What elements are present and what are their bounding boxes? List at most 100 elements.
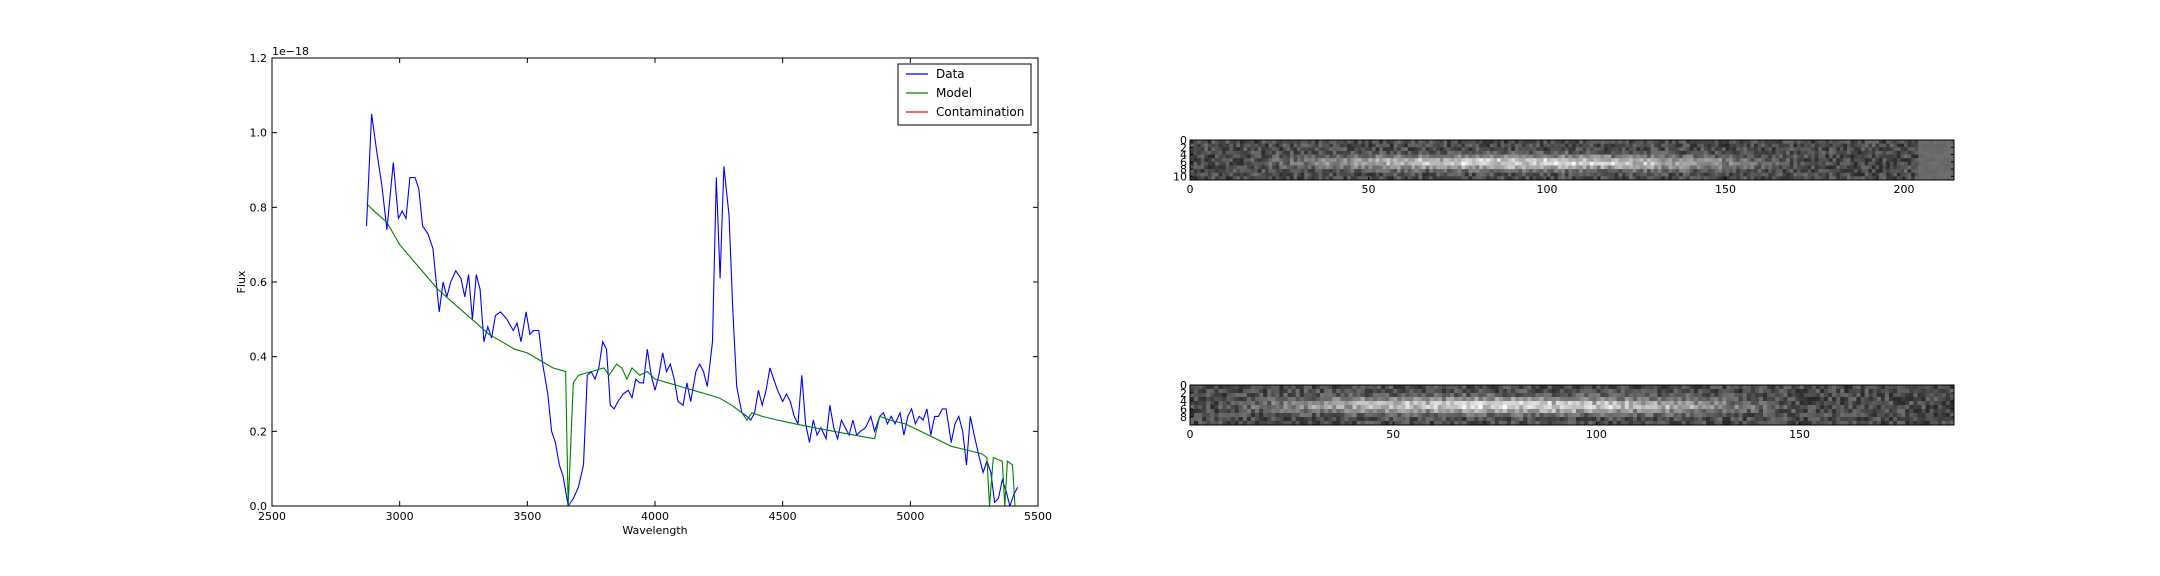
- image-pixel: [1364, 385, 1370, 390]
- image-pixel: [1299, 393, 1305, 398]
- image-pixel: [1730, 393, 1736, 398]
- image-pixel: [1470, 405, 1476, 410]
- image-pixel: [1320, 413, 1325, 418]
- image-pixel: [1567, 401, 1573, 406]
- image-pixel: [1661, 385, 1667, 390]
- image-pixel: [1671, 158, 1677, 163]
- image-pixel: [1494, 385, 1500, 390]
- image-pixel: [1202, 421, 1207, 425]
- image-pixel: [1657, 154, 1662, 159]
- image-pixel: [1596, 417, 1602, 422]
- image-pixel: [1511, 154, 1516, 159]
- image-pixel: [1425, 417, 1431, 422]
- image-pixel: [1945, 405, 1951, 410]
- image-pixel: [1336, 409, 1341, 414]
- image-pixel: [1918, 140, 1923, 145]
- image-pixel: [1936, 169, 1941, 174]
- image-pixel: [1300, 154, 1305, 159]
- image-pixel: [1494, 393, 1500, 398]
- image-pixel: [1811, 405, 1817, 410]
- image-pixel: [1582, 169, 1587, 174]
- image-pixel: [1343, 172, 1348, 177]
- image-pixel: [1264, 150, 1270, 156]
- image-pixel: [1664, 169, 1669, 174]
- image-pixel: [1515, 397, 1520, 402]
- image-pixel: [1502, 421, 1508, 425]
- image-pixel: [1360, 409, 1366, 414]
- image-pixel: [1275, 161, 1280, 167]
- image-pixel: [1279, 169, 1284, 174]
- image-pixel: [1311, 147, 1316, 152]
- image-pixel: [1823, 409, 1829, 414]
- image-pixel: [1300, 165, 1305, 170]
- image-pixel: [1198, 421, 1203, 425]
- image-pixel: [1539, 413, 1545, 418]
- image-pixel: [1793, 140, 1798, 145]
- image-pixel: [1439, 176, 1445, 180]
- image-pixel: [1421, 401, 1427, 406]
- image-pixel: [1547, 158, 1552, 163]
- image-pixel: [1336, 385, 1341, 390]
- image-pixel: [1307, 413, 1313, 418]
- image-pixel: [1787, 393, 1793, 398]
- image-pixel: [1190, 389, 1195, 394]
- image-pixel: [1661, 409, 1667, 414]
- image-pixel: [1527, 389, 1532, 394]
- image-pixel: [1457, 172, 1462, 177]
- image-pixel: [1368, 147, 1373, 152]
- image-pixel: [1210, 405, 1215, 410]
- image-pixel: [1757, 140, 1762, 145]
- image-pixel: [1650, 147, 1655, 152]
- image-pixel: [1454, 405, 1459, 410]
- image-pixel: [1462, 409, 1467, 414]
- image-pixel: [1414, 147, 1420, 152]
- image-pixel: [1421, 417, 1427, 422]
- image-pixel: [1608, 389, 1614, 394]
- image-y-tick-label: 4: [1180, 149, 1187, 162]
- image-pixel: [1523, 405, 1528, 410]
- image-pixel: [1206, 389, 1211, 394]
- image-pixel: [1896, 165, 1902, 170]
- image-pixel: [1522, 143, 1527, 148]
- image-pixel: [1669, 397, 1675, 402]
- image-pixel: [1400, 147, 1405, 152]
- image-pixel: [1575, 169, 1580, 174]
- image-pixel: [1852, 393, 1858, 398]
- image-pixel: [1754, 147, 1759, 152]
- image-pixel: [1468, 143, 1473, 148]
- image-pixel: [1796, 154, 1802, 159]
- image-pixel: [1214, 158, 1220, 163]
- image-pixel: [1515, 413, 1520, 418]
- image-pixel: [1279, 147, 1284, 152]
- image-pixel: [1665, 417, 1671, 422]
- image-pixel: [1204, 154, 1209, 159]
- image-pixel: [1234, 413, 1240, 418]
- image-2-pixels: [1190, 385, 1954, 425]
- image-pixel: [1238, 413, 1244, 418]
- image-pixel: [1518, 143, 1523, 148]
- image-pixel: [1918, 172, 1923, 177]
- image-pixel: [1379, 176, 1384, 180]
- image-pixel: [1682, 161, 1687, 167]
- image-pixel: [1575, 161, 1580, 167]
- image-pixel: [1925, 413, 1931, 418]
- image-pixel: [1464, 140, 1470, 145]
- image-pixel: [1850, 176, 1855, 180]
- image-pixel: [1261, 172, 1266, 177]
- image-pixel: [1554, 150, 1559, 156]
- image-pixel: [1436, 161, 1441, 167]
- image-pixel: [1921, 143, 1927, 148]
- image-pixel: [1754, 143, 1759, 148]
- image-pixel: [1886, 147, 1891, 152]
- image-pixel: [1504, 147, 1509, 152]
- image-pixel: [1543, 165, 1548, 170]
- image-pixel: [1787, 417, 1793, 422]
- image-pixel: [1704, 154, 1709, 159]
- image-pixel: [1886, 176, 1891, 180]
- image-pixel: [1721, 154, 1727, 159]
- image-pixel: [1575, 143, 1580, 148]
- image-pixel: [1250, 401, 1256, 406]
- image-pixel: [1783, 417, 1788, 422]
- image-pixel: [1736, 150, 1741, 156]
